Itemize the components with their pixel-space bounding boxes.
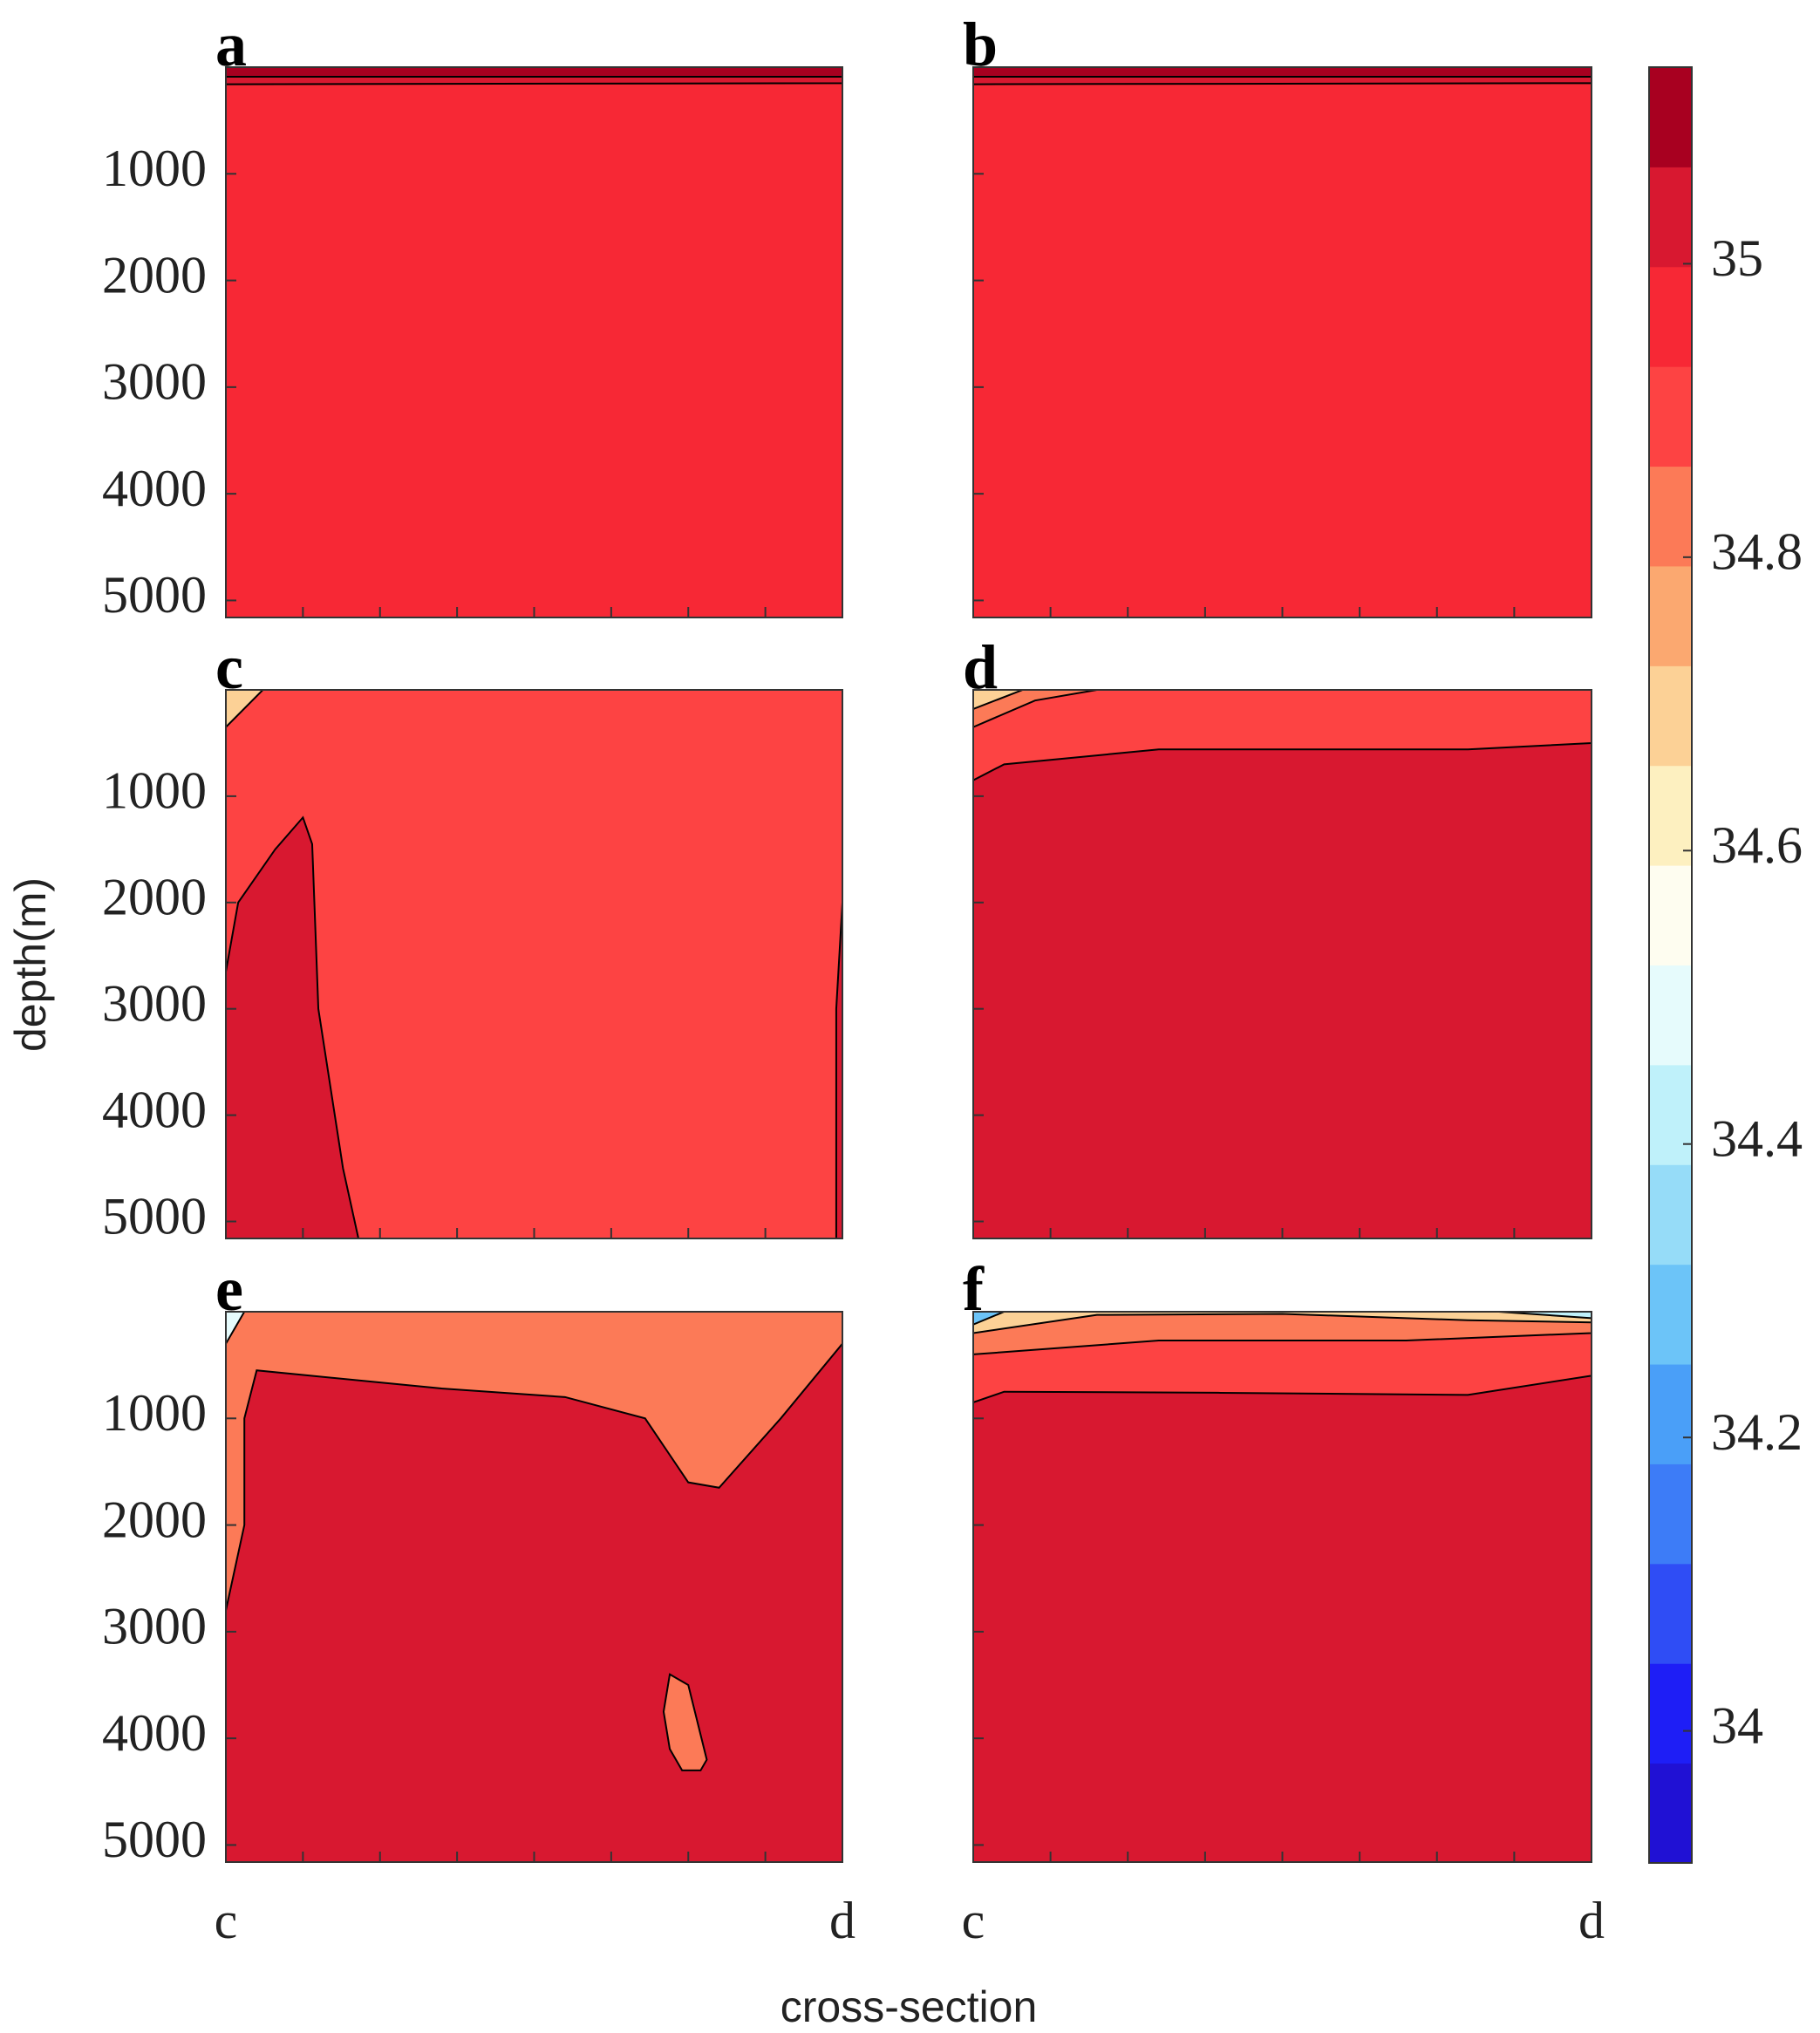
colorbar-band [1649, 67, 1692, 167]
colorbar-band [1649, 665, 1692, 767]
y-tick-label: 1000 [102, 1384, 207, 1442]
contour-region [226, 76, 842, 85]
panel-letter: b [963, 10, 998, 79]
background-field [973, 1312, 1592, 1862]
panel [226, 67, 842, 617]
y-tick-label: 3000 [102, 1598, 207, 1655]
colorbar-tick-label: 34 [1711, 1696, 1763, 1754]
panel [226, 1312, 842, 1862]
y-tick-label: 5000 [102, 1811, 207, 1868]
contour-region [226, 690, 264, 729]
panel-letter: f [963, 1254, 985, 1324]
colorbar-tick-label: 34.2 [1711, 1403, 1803, 1461]
colorbar-band [1649, 1463, 1692, 1565]
panel [973, 67, 1592, 617]
colorbar-band [1649, 865, 1692, 965]
y-tick-label: 4000 [102, 1704, 207, 1762]
y-tick-label: 3000 [102, 353, 207, 411]
y-tick-label: 4000 [102, 1081, 207, 1138]
y-tick-label: 5000 [102, 1187, 207, 1245]
colorbar-band [1649, 1164, 1692, 1266]
contour-region [973, 690, 1097, 728]
contour-region [226, 1312, 246, 1346]
contour-region [226, 1312, 842, 1611]
y-tick-label: 5000 [102, 566, 207, 624]
colorbar-tick-label: 34.6 [1711, 816, 1803, 874]
colorbar-band [1649, 167, 1692, 268]
contour-region [973, 1312, 1592, 1334]
colorbar-frame [1648, 66, 1693, 1864]
panel-letter: a [215, 10, 247, 79]
colorbar-band [1649, 965, 1692, 1066]
contour-region [973, 690, 1592, 781]
colorbar-band [1649, 565, 1692, 666]
y-tick-label: 1000 [102, 140, 207, 197]
contour-region [973, 76, 1592, 85]
panel [226, 690, 842, 1238]
y-tick-label: 2000 [102, 246, 207, 304]
panel-letter: d [963, 632, 998, 702]
contour-region [226, 815, 360, 1238]
colorbar-band [1649, 466, 1692, 567]
contour-region [662, 1673, 708, 1771]
contour-region [973, 690, 1024, 711]
y-tick-label: 1000 [102, 762, 207, 820]
x-tick-label: d [829, 1892, 855, 1949]
contour-region [226, 67, 842, 78]
contour-region [835, 902, 842, 1238]
y-tick-label: 2000 [102, 1491, 207, 1548]
panel-letter: e [215, 1254, 243, 1324]
colorbar-band [1649, 1264, 1692, 1365]
contour-region [973, 1312, 1005, 1326]
x-tick-label: d [1578, 1892, 1605, 1949]
colorbar-band [1649, 765, 1692, 866]
contour-region [973, 1312, 1592, 1355]
contour-region [973, 67, 1592, 78]
colorbar-band [1649, 1364, 1692, 1464]
colorbar-tick-label: 34.8 [1711, 523, 1803, 581]
x-axis-label: cross-section [780, 1982, 1038, 2031]
colorbar-tick-label: 34.4 [1711, 1109, 1803, 1167]
y-tick-label: 4000 [102, 460, 207, 517]
panel [973, 1312, 1592, 1862]
background-field [973, 690, 1592, 1238]
y-axis-label: depth(m) [6, 877, 55, 1052]
background-field [973, 67, 1592, 617]
panel-letter: c [215, 632, 243, 702]
colorbar-band [1649, 1563, 1692, 1664]
y-tick-label: 3000 [102, 974, 207, 1032]
colorbar-band [1649, 366, 1692, 467]
panel [973, 690, 1592, 1238]
x-tick-label: c [962, 1892, 985, 1949]
contour-region [1498, 1312, 1592, 1320]
background-field [226, 67, 842, 617]
colorbar-band [1649, 1763, 1692, 1864]
colorbar-band [1649, 266, 1692, 367]
colorbar-band [1649, 1064, 1692, 1165]
colorbar-tick-label: 35 [1711, 229, 1763, 287]
colorbar-band [1649, 1663, 1692, 1764]
y-tick-label: 2000 [102, 869, 207, 926]
x-tick-label: c [215, 1892, 238, 1949]
